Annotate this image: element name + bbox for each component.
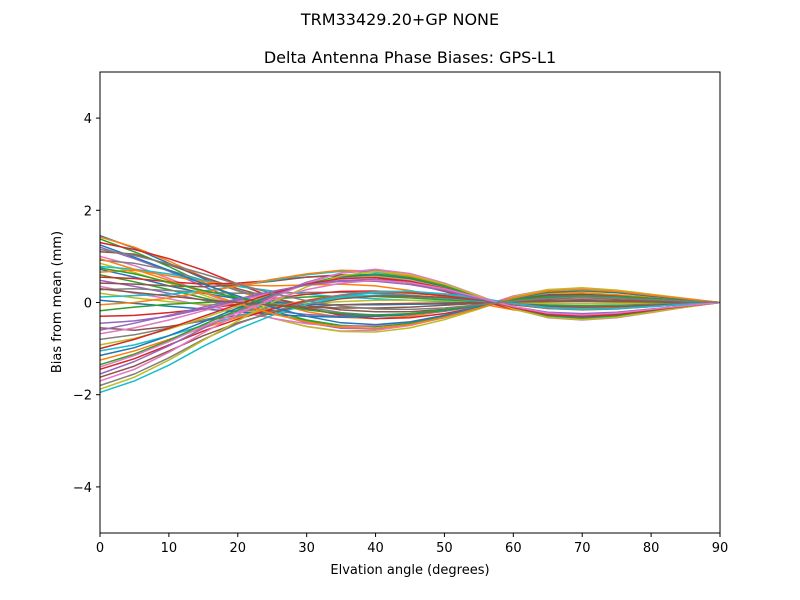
data-series-line: [99, 280, 721, 331]
chart-title: Delta Antenna Phase Biases: GPS-L1: [263, 48, 557, 67]
data-series-line: [99, 270, 721, 390]
x-tick-label: 0: [96, 541, 104, 556]
data-series-line: [99, 300, 720, 331]
x-tick-label: 60: [505, 541, 522, 556]
data-series-line: [99, 274, 721, 357]
data-series-group: [99, 234, 721, 394]
data-series-line: [99, 273, 721, 366]
x-tick-label: 70: [574, 541, 591, 556]
data-series-line: [99, 262, 721, 333]
y-tick-label: 0: [84, 297, 92, 312]
x-tick-label: 20: [230, 541, 247, 556]
data-series-line: [99, 257, 721, 330]
data-series-line: [99, 287, 721, 309]
data-series-line: [99, 248, 721, 311]
data-series-line: [99, 279, 721, 368]
x-tick-label: 90: [712, 541, 729, 556]
x-tick-label: 30: [298, 541, 315, 556]
x-axis-label: Elvation angle (degrees): [330, 563, 489, 578]
data-series-line: [99, 276, 721, 350]
y-tick-label: −2: [73, 389, 92, 404]
data-series-line: [99, 295, 721, 378]
x-tick-label: 80: [643, 541, 660, 556]
figure-suptitle: TRM33429.20+GP NONE: [300, 10, 500, 29]
x-tick-label: 40: [367, 541, 384, 556]
data-series-line: [99, 267, 721, 316]
y-tick-label: 2: [84, 204, 92, 219]
data-series-line: [99, 290, 721, 394]
x-tick-label: 10: [161, 541, 178, 556]
x-axis: 0 10 20 30 40 50 60 70 80 90: [96, 533, 728, 556]
y-axis-label: Bias from mean (mm): [50, 231, 65, 373]
data-series-line: [99, 244, 721, 326]
data-series-line: [99, 292, 720, 307]
y-tick-label: −4: [73, 481, 92, 496]
x-tick-label: 50: [436, 541, 453, 556]
y-axis: −4 −2 0 2 4: [73, 112, 100, 496]
y-tick-label: 4: [84, 112, 92, 127]
data-series-line: [99, 295, 721, 312]
